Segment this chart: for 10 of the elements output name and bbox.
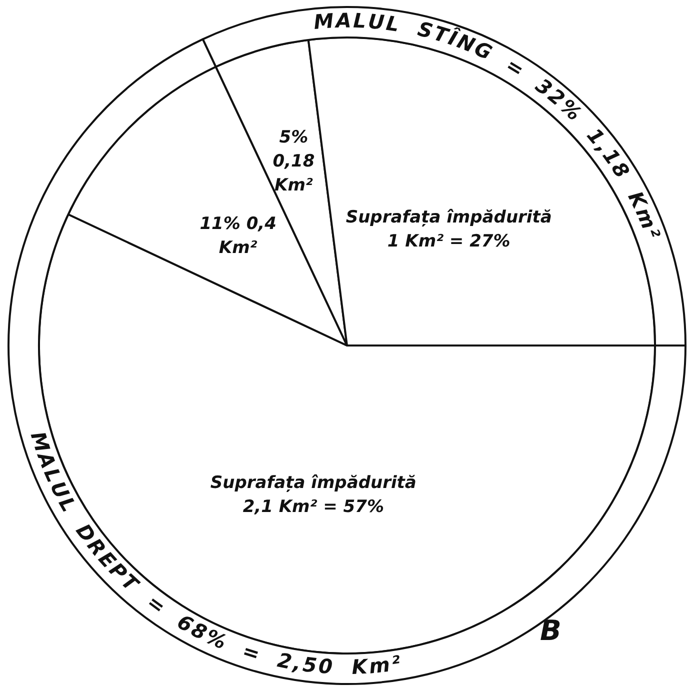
category-label: MALUL DREPT bbox=[26, 428, 143, 596]
category-label: MALUL STÎNG bbox=[312, 8, 496, 65]
data-label: 11% 0,4 Km² bbox=[200, 214, 276, 258]
text: = 68% = 2,50 Km² bbox=[142, 590, 402, 680]
slice-label: Suprafața împădurită bbox=[346, 207, 552, 228]
data-label: 5% 0,18 Km² bbox=[272, 128, 315, 196]
data-label: 2,1 Km² = 57% bbox=[242, 497, 384, 518]
text: B bbox=[540, 614, 562, 647]
data-label: 1 Km² = 27% bbox=[387, 231, 510, 252]
slice-label: Suprafața împădurită bbox=[210, 473, 416, 494]
